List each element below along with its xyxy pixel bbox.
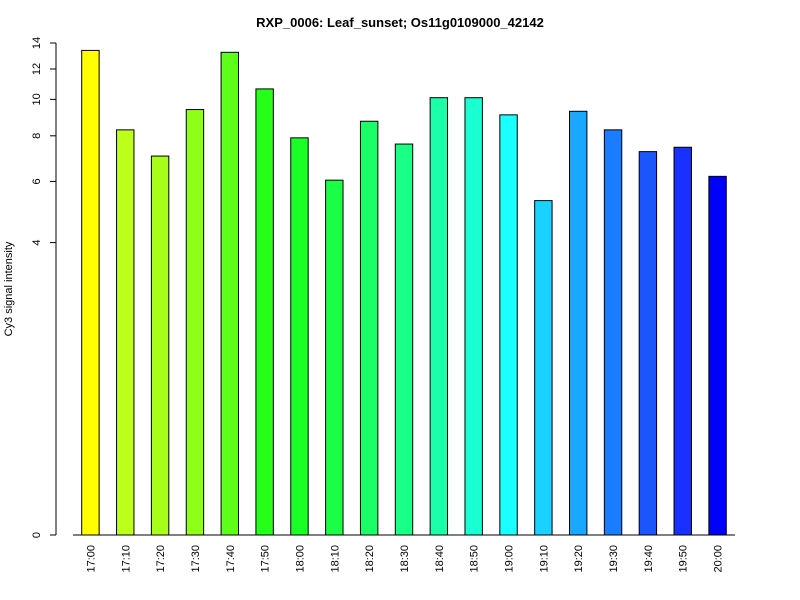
- x-tick-label: 19:20: [573, 545, 585, 573]
- chart-title: RXP_0006: Leaf_sunset; Os11g0109000_4214…: [256, 15, 544, 30]
- bar: [185, 109, 205, 536]
- x-tick-label: 20:00: [713, 545, 725, 573]
- bar: [359, 120, 379, 536]
- y-tick-label: 0: [31, 532, 43, 538]
- y-axis-label: Cy3 signal intensity: [3, 241, 15, 336]
- bar: [708, 175, 727, 536]
- bar: [603, 129, 623, 536]
- y-axis: 0 4 6 8 10 12 14: [31, 37, 57, 538]
- x-tick-label: 17:00: [85, 545, 97, 573]
- bar: [429, 97, 449, 536]
- x-tick-label: 19:50: [678, 545, 690, 573]
- x-tick-label: 18:30: [399, 545, 411, 573]
- x-tick-label: 18:10: [329, 545, 341, 573]
- y-tick-label: 12: [31, 63, 43, 75]
- bar: [569, 110, 588, 536]
- y-tick-label: 4: [31, 240, 43, 246]
- bar: [325, 179, 344, 536]
- bar: [81, 49, 100, 536]
- x-tick-label: 17:20: [155, 545, 167, 573]
- bar: [534, 200, 553, 536]
- x-tick-label: 18:00: [294, 545, 306, 573]
- x-tick-label: 18:50: [469, 545, 481, 573]
- x-tick-label: 19:00: [504, 545, 516, 573]
- x-tick-label: 18:20: [364, 545, 376, 573]
- y-tick-label: 6: [31, 178, 43, 184]
- bar: [290, 137, 309, 536]
- bar: [499, 114, 518, 536]
- bar: [116, 129, 135, 536]
- bar: [255, 88, 274, 536]
- bar: [150, 155, 170, 536]
- bar: [464, 97, 483, 536]
- x-tick-label: 19:40: [643, 545, 655, 573]
- bar: [394, 143, 414, 536]
- x-tick-label: 17:10: [120, 545, 132, 573]
- bar: [220, 51, 240, 536]
- x-tick-label: 17:30: [190, 545, 202, 573]
- y-tick-label: 10: [31, 93, 43, 105]
- bar: [673, 146, 692, 536]
- x-axis: 17:00 17:10 17:20 17:30 17:40 17:50 18:00 18:10…: [73, 534, 735, 573]
- x-tick-label: 18:40: [434, 545, 446, 573]
- x-tick-label: 19:30: [608, 545, 620, 573]
- bar: [638, 151, 658, 536]
- bar-series: [81, 49, 727, 536]
- x-tick-label: 17:50: [260, 545, 272, 573]
- x-tick-label: 19:10: [538, 545, 550, 573]
- y-tick-label: 14: [31, 37, 43, 49]
- x-tick-label: 17:40: [225, 545, 237, 573]
- y-tick-label: 8: [31, 133, 43, 139]
